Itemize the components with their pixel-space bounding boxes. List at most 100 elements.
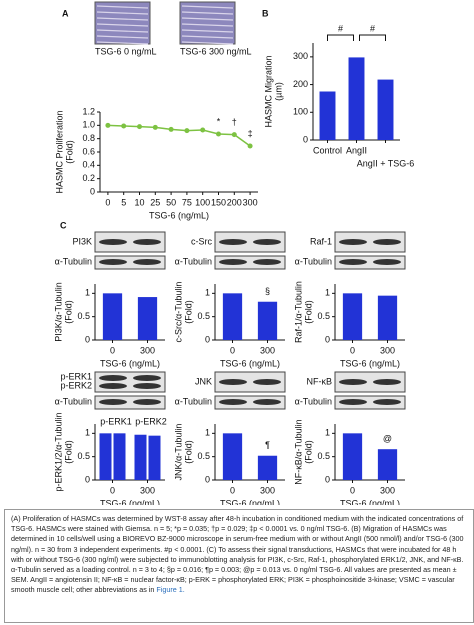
cell-streak (181, 29, 234, 33)
data-point (216, 131, 221, 137)
band (373, 239, 401, 245)
bar (113, 433, 126, 480)
y-axis-label: (Fold) (303, 300, 313, 324)
y-tick-label: 0.2 (82, 173, 95, 183)
y-tick-label: 0 (205, 474, 210, 484)
y-tick-label: 0 (303, 134, 308, 144)
comparison-bracket (327, 34, 354, 41)
y-tick-label: 0.5 (197, 311, 210, 321)
image-label: TSG-6 0 ng/mL (95, 46, 157, 56)
blot-label: α-Tubulin (175, 256, 212, 266)
significance-label: ‡ (248, 128, 253, 138)
y-axis-label: PI3K/α-Tubulin (53, 282, 63, 341)
y-axis-label: (Fold) (63, 440, 73, 464)
data-point (200, 127, 206, 133)
x-tick-label: Control (313, 145, 342, 155)
y-tick-label: 0 (85, 474, 90, 484)
data-point (152, 124, 158, 130)
x-axis-label: TSG-6 (ng/mL) (220, 498, 280, 505)
y-axis-label: p-ERK1/2/α-Tubulin (53, 413, 63, 492)
bar (377, 295, 398, 340)
band (133, 399, 161, 405)
blot-label: α-Tubulin (55, 256, 92, 266)
cell-streak (181, 11, 234, 15)
blot-label: α-Tubulin (295, 396, 332, 406)
y-axis-label: (Fold) (64, 140, 74, 164)
band (219, 379, 247, 385)
y-tick-label: 0 (90, 186, 95, 196)
blot (334, 231, 406, 253)
legend-label: p-ERK2 (135, 416, 167, 426)
blot (94, 371, 166, 393)
y-tick-label: 200 (293, 79, 308, 89)
y-axis-label: (µm) (273, 82, 283, 101)
x-tick-label: 300 (380, 485, 395, 495)
band (99, 375, 127, 381)
band (99, 259, 127, 265)
band (99, 383, 127, 389)
band (339, 239, 367, 245)
y-axis-label: (Fold) (183, 440, 193, 464)
y-tick-label: 0.5 (77, 451, 90, 461)
bar (377, 449, 398, 480)
blot-label: c-Src (191, 236, 212, 246)
data-point (168, 126, 174, 132)
y-tick-label: 0.5 (197, 451, 210, 461)
x-tick-label: 300 (140, 485, 155, 495)
bar (348, 57, 365, 140)
y-tick-label: 0 (85, 334, 90, 344)
x-tick-label: 300 (260, 485, 275, 495)
y-tick-label: 1 (205, 288, 210, 298)
cell-streak (96, 11, 149, 15)
x-axis-label: TSG-6 (ng/mL) (100, 358, 160, 368)
bar (342, 293, 363, 340)
band (219, 259, 247, 265)
y-tick-label: 0.8 (82, 133, 95, 143)
x-tick-label: AngII (346, 145, 367, 155)
x-axis-label: TSG-6 (ng/mL) (100, 498, 160, 505)
band (133, 239, 161, 245)
y-tick-label: 1 (205, 428, 210, 438)
bar (257, 455, 278, 480)
y-tick-label: 100 (293, 107, 308, 117)
blot-label: p-ERK2 (60, 380, 92, 390)
blot (214, 231, 286, 253)
band (339, 259, 367, 265)
x-tick-label: 75 (182, 197, 192, 207)
y-tick-label: 0 (325, 334, 330, 344)
caption: (A) Proliferation of HASMCs was determin… (4, 509, 474, 623)
band (253, 399, 281, 405)
x-tick-label: 0 (110, 485, 115, 495)
figure-link[interactable]: Figure 1. (156, 585, 185, 595)
bar (377, 79, 394, 140)
bar (102, 293, 123, 340)
cell-streak (96, 29, 149, 33)
significance-label: @ (383, 434, 392, 444)
panel-letter: C (60, 220, 67, 230)
y-axis-label: (Fold) (303, 440, 313, 464)
band (99, 239, 127, 245)
band (373, 399, 401, 405)
data-point (105, 122, 111, 128)
y-tick-label: 0.5 (317, 311, 330, 321)
y-tick-label: 1 (85, 288, 90, 298)
band (99, 399, 127, 405)
significance-label: # (370, 23, 375, 33)
cell-streak (96, 5, 149, 9)
blot-label: α-Tubulin (55, 396, 92, 406)
y-tick-label: 1 (325, 428, 330, 438)
data-point (137, 124, 142, 130)
band (373, 259, 401, 265)
caption-text: (A) Proliferation of HASMCs was determin… (11, 514, 464, 595)
x-tick-label: 50 (166, 197, 176, 207)
x-tick-label: 300 (260, 345, 275, 355)
legend-label: p-ERK1 (100, 416, 132, 426)
y-axis-label: c-Src/α-Tubulin (173, 282, 183, 343)
band (339, 379, 367, 385)
cell-streak (96, 41, 149, 45)
blot (94, 231, 166, 253)
blot (214, 371, 286, 393)
bar (134, 434, 147, 480)
blot (334, 371, 406, 393)
bar (137, 297, 158, 340)
